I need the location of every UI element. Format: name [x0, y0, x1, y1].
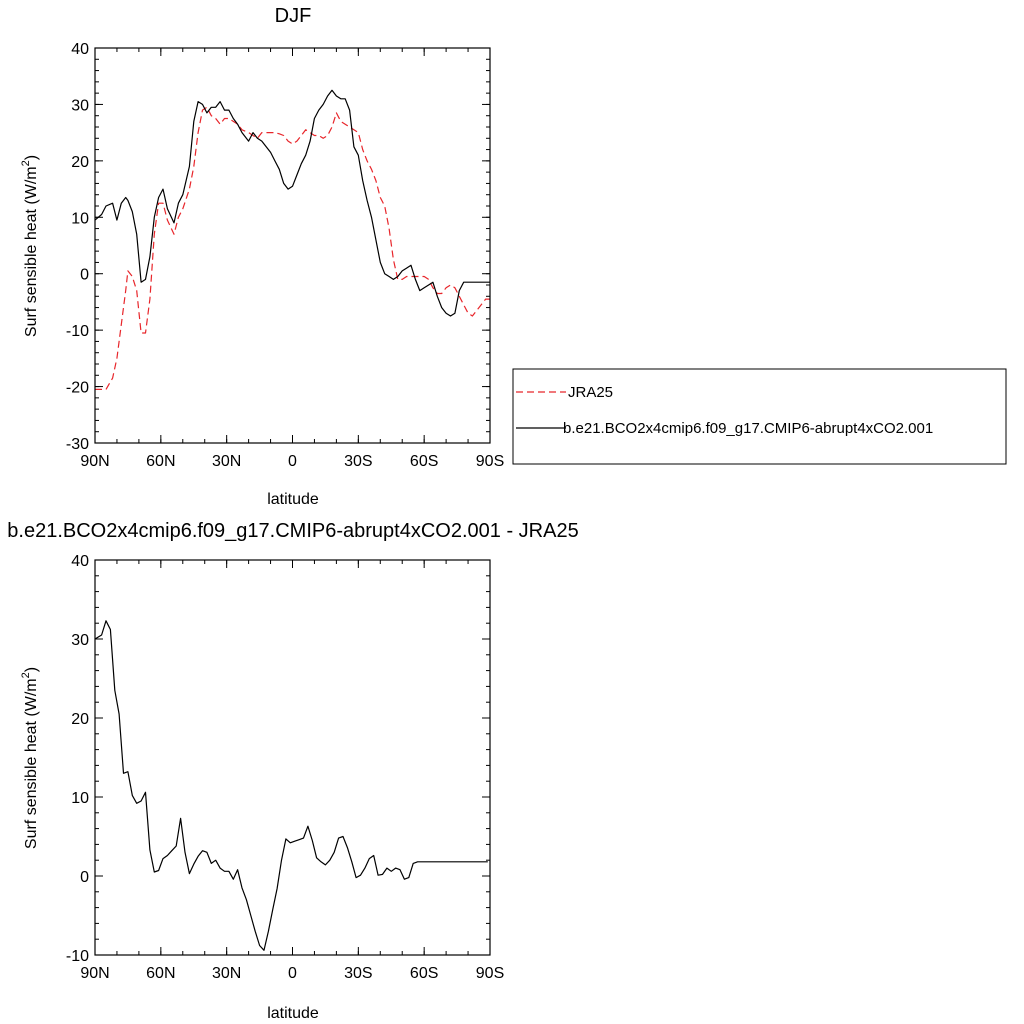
- bottom-x-tick-label: 30N: [212, 965, 241, 982]
- bottom-y-axis-label: Surf sensible heat (W/m2): [20, 667, 40, 849]
- bottom-y-axis: -10 0 10 20 30 40: [66, 553, 490, 965]
- bottom-x-axis-label: latitude: [267, 1005, 319, 1022]
- bottom-y-tick-label: 30: [71, 632, 89, 649]
- legend-box: [512, 368, 1007, 465]
- bottom-y-tick-label: 0: [80, 869, 89, 886]
- top-x-tick-label: 30N: [212, 453, 241, 470]
- top-series-line-jra25: [95, 106, 490, 390]
- legend-model-label: b.e21.BCO2x4cmip6.f09_g17.CMIP6-abrupt4x…: [563, 420, 933, 437]
- top-x-tick-label: 0: [288, 453, 297, 470]
- top-chart-title: DJF: [275, 5, 312, 27]
- bottom-x-tick-label: 0: [288, 965, 297, 982]
- top-x-tick-label: 30S: [344, 453, 372, 470]
- bottom-y-tick-label: -10: [66, 948, 89, 965]
- top-x-tick-label: 60S: [410, 453, 438, 470]
- bottom-x-axis: 90N 60N 30N 0 30S 60S 90S: [80, 560, 504, 982]
- top-y-tick-label: 0: [80, 267, 89, 284]
- bottom-x-tick-label: 60N: [146, 965, 175, 982]
- bottom-series-layer: [94, 620, 488, 951]
- bottom-x-tick-label: 90S: [476, 965, 504, 982]
- top-y-tick-label: -20: [66, 380, 89, 397]
- top-x-tick-label: 90S: [476, 453, 504, 470]
- top-y-tick-label: 10: [71, 210, 89, 227]
- top-x-tick-label: 90N: [80, 453, 109, 470]
- top-y-tick-label: 20: [71, 154, 89, 171]
- bottom-x-tick-label: 90N: [80, 965, 109, 982]
- top-y-tick-label: -30: [66, 436, 89, 453]
- top-series-layer: [94, 89, 490, 390]
- top-x-axis-label: latitude: [267, 491, 319, 508]
- bottom-plot-frame: [94, 559, 491, 956]
- top-x-axis: 90N 60N 30N 0 30S 60S 90S: [80, 48, 504, 470]
- bottom-series-line-model: [94, 620, 488, 951]
- bottom-chart-title: b.e21.BCO2x4cmip6.f09_g17.CMIP6-abrupt4x…: [7, 520, 578, 542]
- legend: JRA25 b.e21.BCO2x4cmip6.f09_g17.CMIP6-ab…: [512, 368, 1007, 465]
- top-plot-frame: [94, 47, 491, 444]
- legend-jra25-label: JRA25: [568, 384, 613, 401]
- bottom-x-tick-label: 60S: [410, 965, 438, 982]
- top-y-tick-label: -10: [66, 323, 89, 340]
- bottom-y-tick-label: 40: [71, 553, 89, 570]
- bottom-x-tick-label: 30S: [344, 965, 372, 982]
- bottom-y-tick-label: 20: [71, 711, 89, 728]
- top-y-axis-label: Surf sensible heat (W/m2): [20, 155, 40, 337]
- top-series-line-model: [94, 89, 490, 317]
- top-y-tick-label: 30: [71, 97, 89, 114]
- top-y-axis: -30 -20 -10 0 10 20 30 40: [66, 41, 490, 453]
- top-y-tick-label: 40: [71, 41, 89, 58]
- top-x-tick-label: 60N: [146, 453, 175, 470]
- bottom-y-tick-label: 10: [71, 790, 89, 807]
- bottom-panel: b.e21.BCO2x4cmip6.f09_g17.CMIP6-abrupt4x…: [7, 520, 578, 1022]
